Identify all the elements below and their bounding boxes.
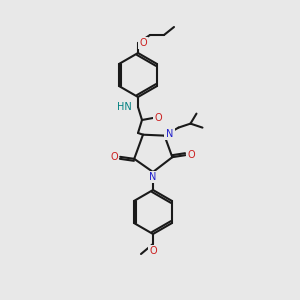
Text: HN: HN [117, 102, 132, 112]
Text: N: N [166, 129, 173, 139]
Text: O: O [149, 246, 157, 256]
Text: O: O [188, 150, 195, 160]
Text: N: N [149, 172, 157, 182]
Text: O: O [110, 152, 118, 162]
Text: O: O [139, 38, 147, 48]
Text: O: O [154, 113, 162, 123]
